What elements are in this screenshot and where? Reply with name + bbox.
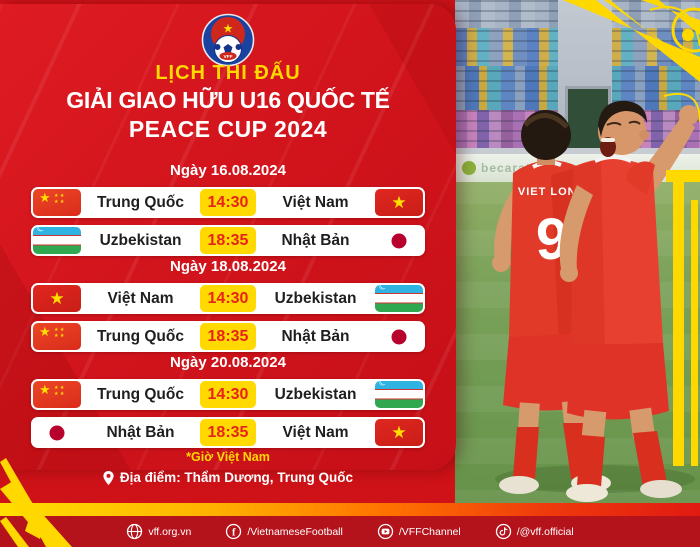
link-label: /@vff.official <box>516 525 574 538</box>
match-time: 14:30 <box>200 189 256 216</box>
match-date: Ngày 16.08.2024 <box>170 162 286 179</box>
schedule-section: Ngày 18.08.2024 Việt Nam 14:30 Uzbekista… <box>31 256 425 359</box>
link-facebook[interactable]: f /VietnameseFootball <box>225 523 343 540</box>
match-time: 18:35 <box>200 323 256 350</box>
flag-away <box>375 323 423 350</box>
team-away: Uzbekistan <box>274 289 357 307</box>
link-label: vff.org.vn <box>148 525 192 538</box>
team-away: Việt Nam <box>282 423 349 441</box>
link-youtube[interactable]: /VFFChannel <box>377 523 461 540</box>
match-row: Trung Quốc 18:35 Nhật Bản <box>31 321 425 352</box>
logo-monogram: VFF <box>223 54 232 60</box>
schedule-section: Ngày 16.08.2024 Trung Quốc 14:30 Việt Na… <box>31 160 425 263</box>
stadium-wall <box>455 148 700 154</box>
match-time: 18:35 <box>200 419 256 446</box>
match-date: Ngày 18.08.2024 <box>170 258 286 275</box>
facebook-icon: f <box>226 523 242 540</box>
flag-away <box>375 189 423 216</box>
link-label: /VFFChannel <box>398 525 461 538</box>
match-time: 14:30 <box>200 381 256 408</box>
match-time: 18:35 <box>200 227 256 254</box>
flag-home <box>33 227 81 254</box>
flag-home <box>33 323 81 350</box>
team-home: Trung Quốc <box>97 327 184 345</box>
venue-line: Địa điểm: Thẩm Dương, Trung Quốc <box>0 470 456 485</box>
flag-away <box>375 419 423 446</box>
link-tiktok[interactable]: /@vff.official <box>495 523 574 540</box>
match-row: Việt Nam 14:30 Uzbekistan <box>31 283 425 314</box>
match-row: Uzbekistan 18:35 Nhật Bản <box>31 225 425 256</box>
flag-away <box>375 285 423 312</box>
tournament-name-line1: GIẢI GIAO HỮU U16 QUỐC TẾ <box>66 87 390 113</box>
team-home: Uzbekistan <box>99 231 182 249</box>
timezone-note: *Giờ Việt Nam <box>186 450 270 464</box>
schedule-section: Ngày 20.08.2024 Trung Quốc 14:30 Uzbekis… <box>31 352 425 455</box>
youtube-icon <box>377 523 393 540</box>
flag-home <box>33 419 81 446</box>
celebrating-players: VIET LONG 9 <box>492 100 699 502</box>
team-away: Uzbekistan <box>274 385 357 403</box>
star-icon: ★ <box>223 22 234 36</box>
location-pin-icon <box>103 470 114 485</box>
flag-away <box>375 381 423 408</box>
team-home: Trung Quốc <box>97 193 184 211</box>
stadium-photo: becarat VIET LONG 9 <box>455 0 700 516</box>
jersey-name: VIET LONG <box>518 186 586 198</box>
flag-away <box>375 227 423 254</box>
match-row: Trung Quốc 14:30 Uzbekistan <box>31 379 425 410</box>
match-date: Ngày 20.08.2024 <box>170 354 286 371</box>
team-away: Việt Nam <box>282 193 349 211</box>
tournament-name-line2: PEACE CUP 2024 <box>128 116 328 142</box>
accent-stripe <box>0 503 700 516</box>
svg-text:f: f <box>232 528 236 539</box>
flag-home <box>33 189 81 216</box>
venue-text: Địa điểm: Thẩm Dương, Trung Quốc <box>119 470 354 485</box>
team-away: Nhật Bản <box>281 231 350 249</box>
flag-home <box>33 285 81 312</box>
link-website[interactable]: vff.org.vn <box>126 523 191 540</box>
flag-home <box>33 381 81 408</box>
globe-icon <box>127 523 143 540</box>
team-home: Trung Quốc <box>97 385 184 403</box>
team-home: Việt Nam <box>107 289 174 307</box>
match-row: Nhật Bản 18:35 Việt Nam <box>31 417 425 448</box>
team-away: Nhật Bản <box>281 327 350 345</box>
team-home: Nhật Bản <box>106 423 175 441</box>
match-row: Trung Quốc 14:30 Việt Nam <box>31 187 425 218</box>
match-time: 14:30 <box>200 285 256 312</box>
tiktok-icon <box>495 523 511 540</box>
link-label: /VietnameseFootball <box>247 525 343 538</box>
poster-title: LỊCH THI ĐẤU <box>155 62 301 84</box>
vff-logo: ★ VFF <box>201 13 255 67</box>
social-bar: vff.org.vn f /VietnameseFootball /VFFCha… <box>0 516 700 547</box>
